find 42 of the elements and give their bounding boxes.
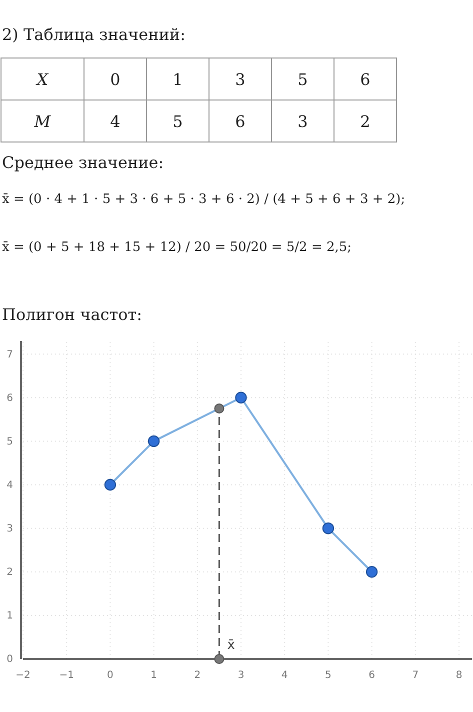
text: 1	[172, 70, 183, 89]
point	[366, 566, 378, 578]
x-tick-label: −1	[59, 670, 74, 682]
ref-line-label: x̄	[227, 638, 236, 653]
chart-title: Полигон частот:	[2, 305, 142, 324]
text: 4	[110, 112, 120, 131]
text: X	[34, 70, 49, 89]
y-tick-label: 5	[6, 436, 13, 448]
text: 5	[172, 112, 183, 131]
text: x̄ = (0 + 5 + 18 + 15 + 12) / 20 = 50/20 = 5/2 = 2,5;	[2, 240, 352, 255]
point	[104, 478, 116, 491]
text: Среднее значение:	[2, 153, 164, 172]
point	[322, 522, 334, 534]
point	[148, 435, 160, 448]
text: M	[33, 112, 52, 131]
text: 6	[235, 112, 246, 131]
x-tick-label: 3	[238, 670, 244, 682]
text: 6	[360, 70, 370, 89]
point	[235, 392, 247, 404]
text: 3	[298, 112, 308, 131]
x-tick-label: −2	[16, 670, 30, 682]
x-tick-label: 8	[456, 670, 462, 682]
text: 5	[298, 70, 308, 89]
y-tick-label: 0	[6, 654, 13, 666]
text: 2) Таблица значений:	[2, 25, 186, 44]
x-tick-label: 6	[368, 670, 375, 682]
y-tick-label: 3	[6, 524, 13, 535]
x-tick-label: 4	[281, 670, 288, 682]
y-tick-label: 7	[6, 349, 13, 360]
text: 3	[235, 70, 246, 89]
x-tick-label: 7	[412, 670, 419, 682]
y-tick-label: 2	[6, 567, 13, 578]
text: 2	[360, 112, 370, 131]
x-tick-label: 5	[325, 670, 332, 682]
y-tick-label: 6	[6, 392, 13, 404]
x-tick-label: 0	[107, 670, 114, 682]
y-tick-label: 1	[6, 610, 13, 622]
y-tick-label: 4	[6, 480, 13, 491]
x-tick-label: 1	[150, 670, 157, 682]
x-tick-label: 2	[194, 670, 201, 682]
text: x̄ = (0 · 4 + 1 · 5 + 3 · 6 + 5 · 3 + 6 · 2) / (4 + 5 + 6 + 3 + 2);	[2, 192, 406, 207]
text: 0	[110, 70, 120, 89]
